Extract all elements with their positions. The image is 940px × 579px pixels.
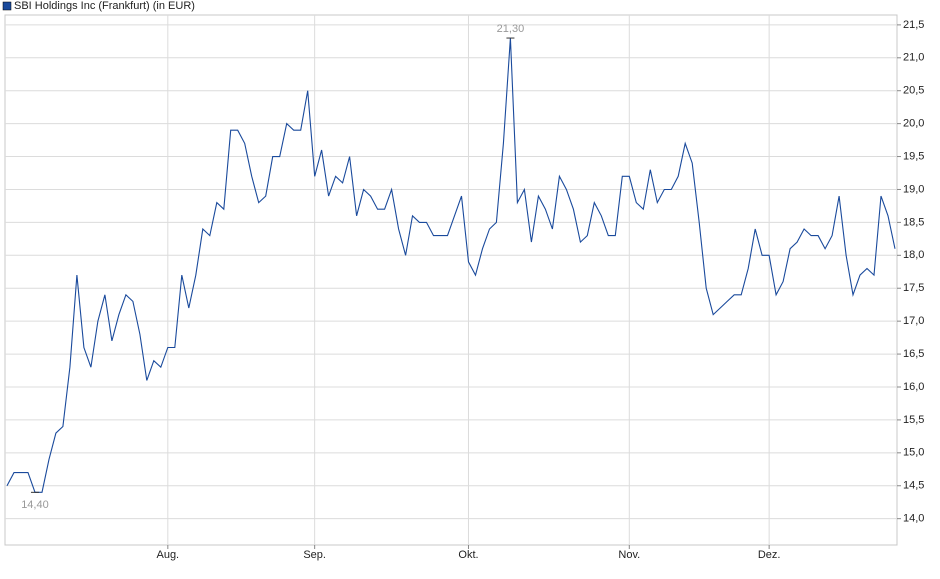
x-tick-label: Sep. <box>303 549 326 561</box>
plot-area <box>4 14 898 546</box>
y-tick-label: 14,0 <box>903 513 924 525</box>
y-tick-label: 18,5 <box>903 216 924 228</box>
y-tick-label: 17,0 <box>903 315 924 327</box>
value-label: 14,40 <box>21 499 49 511</box>
y-tick-label: 15,5 <box>903 414 924 426</box>
legend-swatch <box>2 1 12 11</box>
x-tick-label: Nov. <box>618 549 640 561</box>
x-tick-label: Okt. <box>458 549 478 561</box>
y-tick-label: 19,5 <box>903 150 924 162</box>
y-tick-label: 17,5 <box>903 282 924 294</box>
price-line <box>6 37 896 493</box>
y-tick-label: 20,0 <box>903 118 924 130</box>
y-tick-label: 21,5 <box>903 19 924 31</box>
y-tick-label: 16,5 <box>903 348 924 360</box>
y-tick-label: 14,5 <box>903 480 924 492</box>
y-tick-label: 15,0 <box>903 447 924 459</box>
x-tick-label: Dez. <box>758 549 781 561</box>
value-label: 21,30 <box>497 23 525 35</box>
y-tick-label: 20,5 <box>903 85 924 97</box>
x-tick-label: Aug. <box>156 549 179 561</box>
legend-label: SBI Holdings Inc (Frankfurt) (in EUR) <box>14 0 195 12</box>
y-tick-label: 21,0 <box>903 52 924 64</box>
y-tick-label: 16,0 <box>903 381 924 393</box>
y-tick-label: 19,0 <box>903 183 924 195</box>
y-tick-label: 18,0 <box>903 249 924 261</box>
